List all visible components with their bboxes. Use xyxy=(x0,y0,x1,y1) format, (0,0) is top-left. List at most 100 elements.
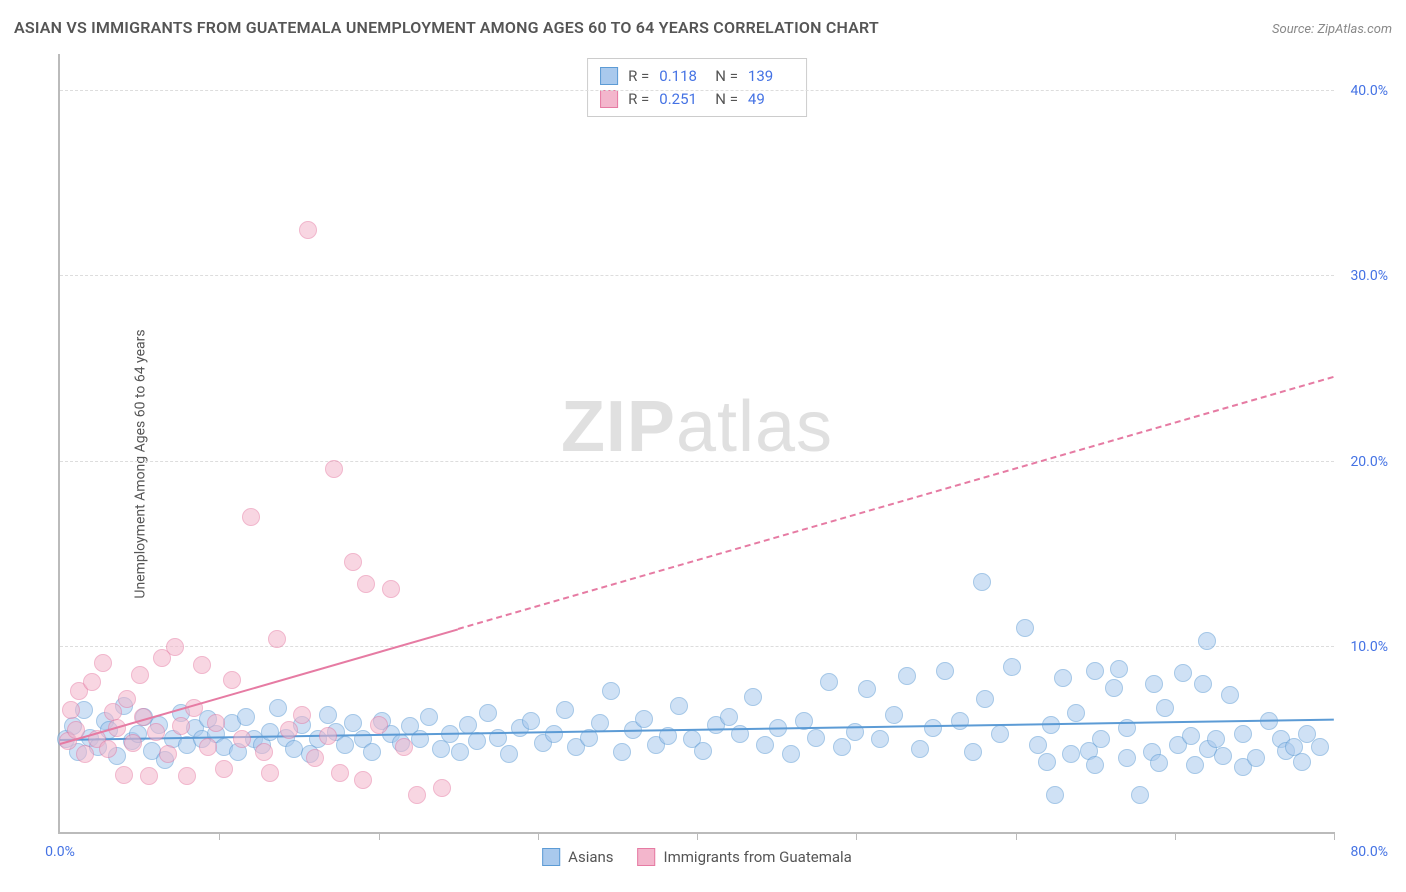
data-point-asians xyxy=(1186,756,1204,774)
data-point-guatemala xyxy=(83,673,101,691)
data-point-asians xyxy=(1054,669,1072,687)
data-point-asians xyxy=(964,743,982,761)
gridline xyxy=(60,646,1334,647)
gridline xyxy=(60,461,1334,462)
legend-item-asians: Asians xyxy=(542,848,613,866)
data-point-guatemala xyxy=(331,764,349,782)
x-tick xyxy=(538,832,539,840)
data-point-asians xyxy=(459,716,477,734)
data-point-guatemala xyxy=(140,767,158,785)
data-point-guatemala xyxy=(233,730,251,748)
data-point-asians xyxy=(522,712,540,730)
data-point-asians xyxy=(744,688,762,706)
data-point-asians xyxy=(694,742,712,760)
data-point-asians xyxy=(1174,664,1192,682)
data-point-guatemala xyxy=(255,743,273,761)
data-point-asians xyxy=(1311,738,1329,756)
data-point-asians xyxy=(898,667,916,685)
x-tick xyxy=(1334,832,1335,840)
data-point-asians xyxy=(1105,679,1123,697)
data-point-guatemala xyxy=(325,460,343,478)
data-point-asians xyxy=(1221,686,1239,704)
x-tick xyxy=(697,832,698,840)
watermark-zip: ZIP xyxy=(561,387,676,467)
data-point-guatemala xyxy=(261,764,279,782)
y-tick-label: 40.0% xyxy=(1350,83,1388,99)
data-point-guatemala xyxy=(357,575,375,593)
y-tick-label: 10.0% xyxy=(1350,639,1388,655)
data-point-asians xyxy=(468,732,486,750)
data-point-guatemala xyxy=(319,727,337,745)
data-point-guatemala xyxy=(242,508,260,526)
data-point-guatemala xyxy=(223,671,241,689)
data-point-asians xyxy=(991,725,1009,743)
data-point-asians xyxy=(336,736,354,754)
data-point-asians xyxy=(936,662,954,680)
swatch-asians xyxy=(600,67,618,85)
data-point-guatemala xyxy=(370,716,388,734)
stats-legend-box: R = 0.118 N = 139 R = 0.251 N = 49 xyxy=(587,58,807,117)
gridline xyxy=(60,90,1334,91)
source-name: ZipAtlas.com xyxy=(1317,22,1392,37)
plot-area: ZIPatlas R = 0.118 N = 139 R = 0.251 N =… xyxy=(58,54,1334,834)
data-point-guatemala xyxy=(118,690,136,708)
data-point-asians xyxy=(1086,756,1104,774)
data-point-guatemala xyxy=(94,654,112,672)
data-point-asians xyxy=(1247,749,1265,767)
x-axis-min-label: 0.0% xyxy=(45,844,75,860)
data-point-guatemala xyxy=(215,760,233,778)
data-point-asians xyxy=(602,682,620,700)
data-point-asians xyxy=(871,730,889,748)
data-point-guatemala xyxy=(124,734,142,752)
watermark: ZIPatlas xyxy=(561,386,833,468)
data-point-asians xyxy=(973,573,991,591)
data-point-guatemala xyxy=(76,745,94,763)
data-point-guatemala xyxy=(115,766,133,784)
data-point-asians xyxy=(720,708,738,726)
data-point-asians xyxy=(911,740,929,758)
data-point-guatemala xyxy=(178,767,196,785)
data-point-guatemala xyxy=(433,779,451,797)
data-point-asians xyxy=(1131,786,1149,804)
data-point-asians xyxy=(451,743,469,761)
data-point-asians xyxy=(1067,704,1085,722)
watermark-atlas: atlas xyxy=(676,387,833,467)
data-point-guatemala xyxy=(172,717,190,735)
data-point-guatemala xyxy=(193,656,211,674)
data-point-guatemala xyxy=(268,630,286,648)
data-point-asians xyxy=(1038,753,1056,771)
x-tick xyxy=(219,832,220,840)
swatch-guatemala xyxy=(600,90,618,108)
data-point-asians xyxy=(833,738,851,756)
x-axis-max-label: 80.0% xyxy=(1350,844,1388,860)
data-point-guatemala xyxy=(306,749,324,767)
trend-line-guatemala-dashed xyxy=(458,376,1334,630)
r-label: R = xyxy=(628,65,649,88)
data-point-asians xyxy=(1086,662,1104,680)
data-point-asians xyxy=(1062,745,1080,763)
data-point-asians xyxy=(820,673,838,691)
data-point-asians xyxy=(344,714,362,732)
swatch-guatemala-legend xyxy=(638,848,656,866)
n-label: N = xyxy=(715,65,738,88)
data-point-asians xyxy=(1046,786,1064,804)
x-tick xyxy=(1175,832,1176,840)
x-tick xyxy=(1016,832,1017,840)
data-point-asians xyxy=(858,680,876,698)
data-point-asians xyxy=(1145,675,1163,693)
data-point-asians xyxy=(1029,736,1047,754)
data-point-asians xyxy=(924,719,942,737)
data-point-asians xyxy=(1092,730,1110,748)
data-point-guatemala xyxy=(159,745,177,763)
data-point-guatemala xyxy=(395,738,413,756)
x-tick xyxy=(379,832,380,840)
data-point-asians xyxy=(269,699,287,717)
y-tick-label: 20.0% xyxy=(1350,454,1388,470)
data-point-guatemala xyxy=(299,221,317,239)
x-tick xyxy=(856,832,857,840)
data-point-asians xyxy=(556,701,574,719)
y-tick-label: 30.0% xyxy=(1350,268,1388,284)
data-point-asians xyxy=(1118,749,1136,767)
data-point-asians xyxy=(670,697,688,715)
data-point-asians xyxy=(1234,725,1252,743)
